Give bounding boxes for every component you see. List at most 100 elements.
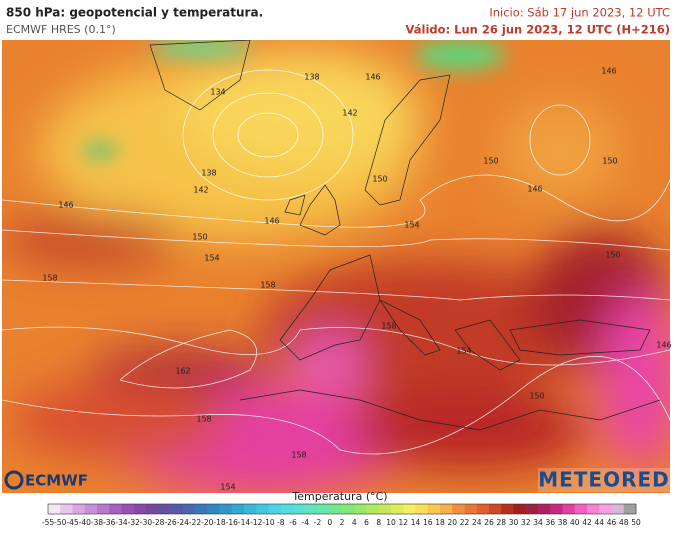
colorbar-tick-label: -6 — [289, 518, 297, 527]
colorbar-tick-label: 12 — [398, 518, 408, 527]
colorbar-swatch — [464, 504, 478, 514]
contour-label: 146 — [58, 201, 73, 210]
contour-label: 150 — [483, 157, 498, 166]
colorbar-tick-label: 34 — [533, 518, 543, 527]
colorbar-tick-label: 2 — [340, 518, 345, 527]
colorbar-tick-label: -20 — [201, 518, 213, 527]
colorbar-swatch — [427, 504, 441, 514]
colorbar-tick-label: 38 — [558, 518, 568, 527]
colorbar-swatch — [452, 504, 465, 514]
colorbar-tick-label: -10 — [262, 518, 274, 527]
colorbar-swatch — [501, 504, 514, 514]
colorbar-swatch — [293, 504, 306, 514]
logo-left: ECMWF — [25, 472, 88, 490]
contour-label: 158 — [196, 415, 211, 424]
colorbar-swatch — [109, 504, 122, 514]
colorbar-tick-label: -4 — [302, 518, 310, 527]
colorbar-tick-label: -8 — [277, 518, 285, 527]
colorbar-tick-label: 8 — [376, 518, 381, 527]
colorbar-tick-label: -24 — [177, 518, 189, 527]
colorbar-tick-label: 36 — [545, 518, 555, 527]
colorbar-tick-label: 6 — [364, 518, 369, 527]
colorbar-label: Temperatura (°C) — [291, 490, 387, 503]
contour-label: 150 — [372, 175, 387, 184]
contour-label: 146 — [656, 341, 671, 350]
colorbar-swatch — [207, 504, 220, 514]
map — [2, 40, 670, 493]
init-time: Inicio: Sáb 17 jun 2023, 12 UTC — [489, 6, 670, 20]
contour-label: 146 — [365, 73, 380, 82]
contour-label: 158 — [291, 451, 306, 460]
colorbar-swatch — [158, 504, 171, 514]
contour-label: 138 — [201, 169, 216, 178]
contour-label: 146 — [264, 217, 279, 226]
contour-label: 142 — [193, 186, 208, 195]
colorbar-swatch — [72, 504, 86, 514]
colorbar-swatch — [550, 504, 563, 514]
colorbar-swatch — [97, 504, 110, 514]
colorbar-tick-label: -16 — [226, 518, 238, 527]
contour-label: 146 — [601, 67, 616, 76]
colorbar-tick-label: 44 — [594, 518, 604, 527]
colorbar-swatch — [329, 504, 343, 514]
colorbar: -55 -50 -45 -40 -38 -36 -34 -32 -30 -28 -26 -24 -22-… — [42, 503, 641, 527]
colorbar-swatch — [574, 504, 588, 514]
colorbar-swatch — [133, 504, 147, 514]
colorbar-swatch — [415, 504, 429, 514]
logo-right: METEORED — [538, 468, 670, 492]
colorbar-tick-label: 48 — [619, 518, 629, 527]
contour-label: 150 — [602, 157, 617, 166]
colorbar-tick-label: -32 — [128, 518, 140, 527]
colorbar-swatch — [366, 504, 380, 514]
colorbar-tick-label: 14 — [411, 518, 421, 527]
colorbar-tick-label: -14 — [238, 518, 250, 527]
colorbar-tick-label: -26 — [164, 518, 176, 527]
contour-label: 158 — [381, 322, 396, 331]
contour-label: 150 — [192, 233, 207, 242]
colorbar-tick-label: 10 — [386, 518, 396, 527]
colorbar-swatch — [476, 504, 490, 514]
colorbar-tick-label: 50 — [631, 518, 641, 527]
colorbar-swatch — [317, 504, 331, 514]
colorbar-tick-label: -18 — [213, 518, 225, 527]
contour-label: 154 — [204, 254, 219, 263]
colorbar-swatch — [623, 504, 637, 514]
colorbar-tick-label: -28 — [152, 518, 164, 527]
colorbar-swatch — [219, 504, 233, 514]
colorbar-tick-label: -30 — [140, 518, 152, 527]
contour-label: 150 — [605, 251, 620, 260]
colorbar-swatch — [256, 504, 269, 514]
colorbar-tick-label: 26 — [484, 518, 494, 527]
logo-ecmwf: ECMWF — [4, 470, 88, 490]
colorbar-swatch — [121, 504, 135, 514]
valid-time: Válido: Lun 26 jun 2023, 12 UTC (H+216) — [406, 23, 670, 37]
colorbar-swatch — [84, 504, 98, 514]
colorbar-swatch — [599, 504, 612, 514]
contour-label: 158 — [260, 281, 275, 290]
colorbar-tick-label: 24 — [472, 518, 482, 527]
colorbar-swatch — [231, 504, 245, 514]
colorbar-swatch — [440, 504, 453, 514]
colorbar-swatch — [170, 504, 184, 514]
contour-label: 154 — [456, 347, 471, 356]
colorbar-tick-label: 18 — [435, 518, 445, 527]
contour-label: 142 — [342, 109, 357, 118]
colorbar-tick-label: 22 — [460, 518, 470, 527]
colorbar-tick-label: 20 — [447, 518, 457, 527]
contour-label: 138 — [304, 73, 319, 82]
contour-label: 154 — [404, 221, 419, 230]
colorbar-swatch — [403, 504, 416, 514]
colorbar-swatch — [378, 504, 392, 514]
title: 850 hPa: geopotencial y temperatura. — [6, 6, 263, 20]
colorbar-swatch — [182, 504, 196, 514]
colorbar-tick-label: 42 — [582, 518, 592, 527]
model: ECMWF HRES (0.1°) — [6, 23, 116, 36]
contour-labels: 134 138 146 142 138 142 146 150 146 150 154 154 150 1… — [42, 67, 671, 492]
colorbar-swatch — [244, 504, 257, 514]
colorbar-tick-label: 28 — [496, 518, 506, 527]
contour-label: 154 — [220, 483, 235, 492]
colorbar-tick-label: 30 — [509, 518, 519, 527]
colorbar-swatch — [48, 504, 61, 514]
colorbar-frame — [47, 503, 637, 515]
